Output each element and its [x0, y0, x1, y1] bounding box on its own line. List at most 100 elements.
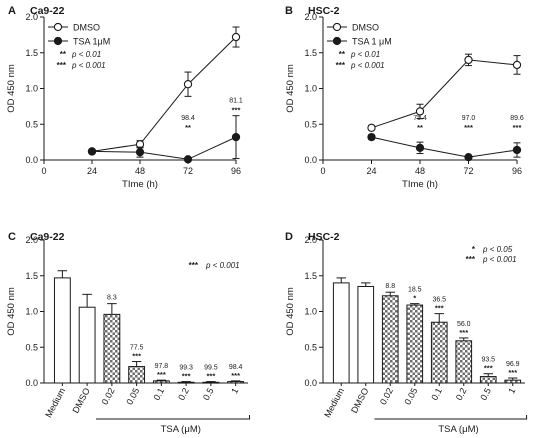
x-tick-label: 48	[415, 166, 425, 176]
y-tick-label: 1.5	[25, 48, 38, 58]
significance-stars: ***	[459, 328, 468, 337]
y-axis-label: OD 450 nm	[6, 287, 17, 336]
data-point	[512, 145, 522, 155]
data-label: 75.4	[413, 115, 427, 122]
y-axis-label: OD 450 nm	[285, 287, 296, 336]
series-tsa	[87, 115, 241, 164]
series-tsa	[367, 132, 522, 162]
group-bracket	[95, 415, 251, 420]
significance-note-stars: ***	[336, 61, 346, 70]
x-tick-label: 0.5	[478, 386, 493, 402]
panel-c: C Ca9-22 0.0 0.5 1.0 1.5 2.0 OD 450 nm Medium DMS…	[6, 231, 251, 435]
significance-stars: ***	[231, 371, 240, 380]
data-label: 81.1	[229, 98, 243, 105]
data-point	[415, 107, 425, 116]
significance-note-text: p < 0.001	[350, 61, 385, 70]
x-tick-label: Medium	[322, 386, 346, 419]
bar	[430, 321, 448, 384]
data-point	[183, 80, 193, 89]
x-tick-label: 72	[463, 166, 473, 176]
data-point	[367, 132, 376, 142]
x-tick-label: 0.02	[100, 386, 117, 406]
x-tick-label: 0.1	[429, 386, 444, 402]
bar	[128, 366, 146, 384]
y-tick-label: 0.0	[304, 378, 317, 388]
data-point	[415, 143, 425, 152]
legend-marker	[332, 36, 342, 46]
series-line	[371, 59, 518, 129]
legend-entry: TSA 1μM	[73, 37, 110, 47]
bar	[227, 381, 245, 384]
x-tick-label: 0.1	[151, 386, 166, 402]
chart-title: Ca9-22	[30, 231, 65, 243]
significance-stars: ***	[182, 372, 191, 381]
bar	[357, 285, 375, 384]
significance-note-stars: *	[472, 245, 476, 254]
significance-note-text: p < 0.001	[71, 61, 106, 70]
bar	[78, 306, 96, 384]
x-tick-label: 24	[87, 166, 97, 176]
y-tick-label: 1.5	[304, 271, 317, 281]
series-dmso	[367, 53, 522, 132]
data-point	[135, 147, 145, 157]
data-label: 98.4	[229, 364, 243, 371]
x-tick-label: 0	[320, 166, 325, 176]
x-tick-label: 0.02	[378, 386, 395, 406]
y-tick-label: 2.0	[304, 235, 317, 245]
data-point	[231, 32, 241, 42]
panel-letter: D	[285, 231, 293, 243]
x-tick-label: Medium	[43, 386, 67, 419]
x-tick-label: 72	[183, 166, 193, 176]
legend-marker	[53, 22, 63, 32]
y-tick-label: 1.5	[304, 48, 317, 58]
x-tick-label: DMSO	[349, 386, 371, 415]
data-label: 98.4	[181, 115, 195, 122]
x-tick-label: 0	[41, 166, 46, 176]
x-tick-label: 96	[512, 166, 522, 176]
y-tick-label: 0.5	[25, 342, 38, 352]
x-axis-label: TIme (h)	[402, 179, 438, 190]
significance-note-text: p < 0.001	[482, 255, 517, 264]
legend-entry: DMSO	[352, 23, 379, 33]
legend-marker	[332, 22, 342, 32]
significance-stars: **	[417, 123, 423, 132]
panel-letter: A	[8, 5, 16, 17]
data-point	[464, 55, 473, 65]
y-tick-label: 1.0	[304, 307, 317, 317]
legend-entry: TSA 1 μM	[352, 37, 392, 47]
group-bracket	[374, 415, 528, 420]
significance-stars: ***	[157, 370, 166, 379]
x-tick-label: 1	[506, 386, 517, 395]
significance-note-stars: ***	[466, 255, 476, 264]
y-tick-label: 2.0	[304, 12, 317, 22]
data-label: 18.5	[408, 287, 422, 294]
bar	[332, 282, 350, 384]
panel-letter: C	[8, 231, 16, 243]
data-label: 8.8	[385, 283, 395, 290]
significance-note-text: p < 0.05	[482, 245, 513, 254]
bar	[53, 277, 71, 384]
data-point	[367, 123, 376, 132]
data-label: 97.0	[462, 115, 476, 122]
panel-b: B HSC-2 0.0 0.5 1.0 1.5 2.0 OD 450 nm 0 24 48 72 96 T…	[285, 5, 524, 190]
significance-note-stars: ***	[189, 261, 199, 270]
y-tick-label: 0.0	[304, 155, 317, 165]
y-axis-label: OD 450 nm	[6, 64, 17, 113]
significance-note-stars: ***	[57, 61, 67, 70]
data-label: 97.8	[155, 363, 169, 370]
panel-a: A Ca9-22 0.0 0.5 1.0 1.5 2.0 OD 450 nm 0 24 48 72 96…	[6, 5, 243, 190]
x-tick-label: DMSO	[70, 386, 92, 415]
significance-stars: *	[413, 294, 416, 303]
y-tick-label: 1.0	[25, 307, 38, 317]
group-label: TSA (μM)	[161, 424, 201, 435]
panel-d: D HSC-2 0.0 0.5 1.0 1.5 2.0 OD 450 nm Medium DMSO…	[285, 231, 528, 435]
bar	[152, 380, 170, 384]
legend-entry: DMSO	[73, 23, 100, 33]
x-tick-label: 0.2	[454, 386, 469, 402]
bar	[455, 340, 473, 384]
significance-note-stars: **	[339, 50, 346, 59]
x-tick-label: 24	[366, 166, 376, 176]
bar	[177, 381, 195, 384]
data-label: 8.3	[107, 295, 117, 302]
y-axis-label: OD 450 nm	[285, 64, 296, 113]
